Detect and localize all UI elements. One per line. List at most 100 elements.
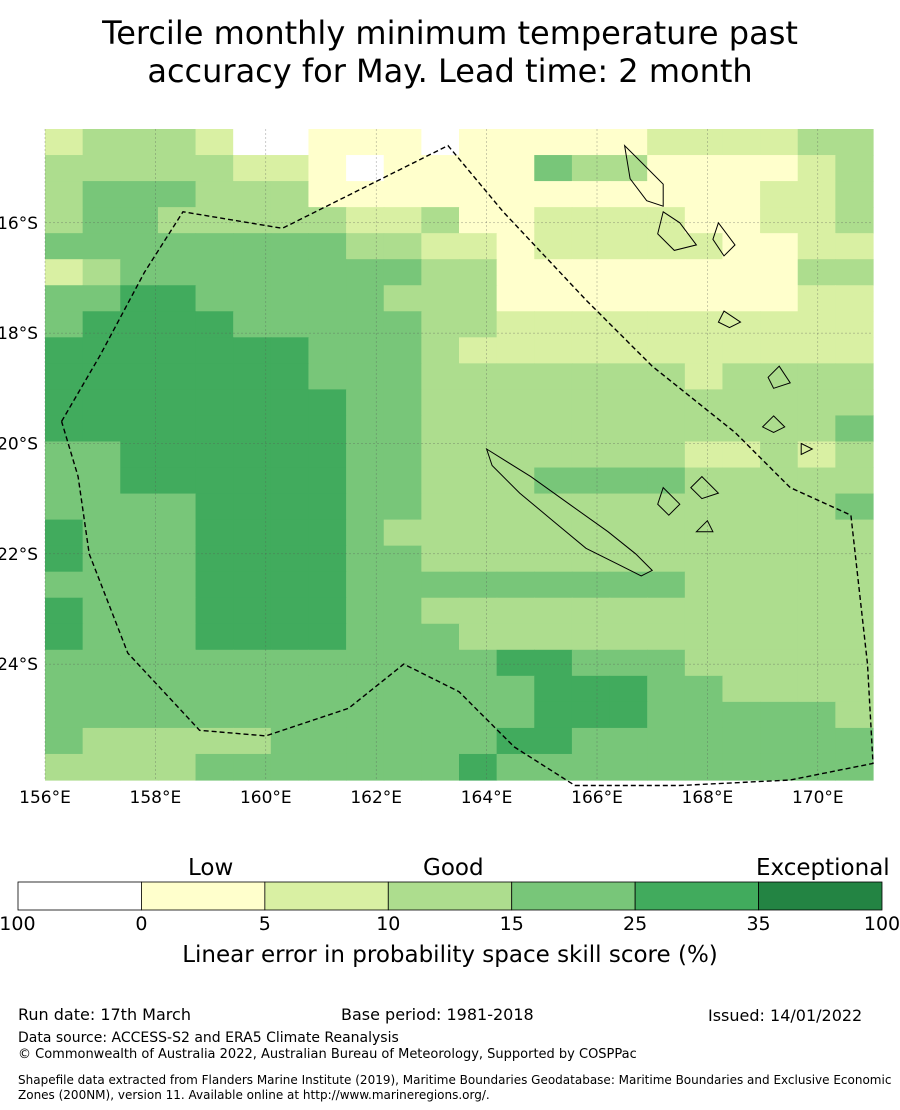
island-coastline (717, 310, 742, 329)
grid-cell (609, 311, 648, 338)
grid-cell (835, 727, 874, 755)
grid-cell (346, 129, 385, 156)
grid-cell (571, 337, 611, 364)
grid-cell (383, 181, 422, 208)
grid-cell (571, 285, 611, 312)
grid-cell (609, 467, 648, 495)
grid-cell (684, 155, 724, 182)
grid-cell (534, 389, 573, 417)
grid-cell (308, 259, 347, 286)
grid-cell (797, 233, 836, 260)
grid-cell (647, 545, 686, 573)
grid-cell (534, 441, 573, 469)
grid-cell (534, 545, 573, 573)
grid-cell (233, 155, 272, 182)
grid-cell (233, 233, 272, 260)
grid-cell (383, 571, 422, 599)
grid-cell (82, 207, 121, 234)
grid-cell (496, 129, 535, 156)
grid-cell (496, 259, 535, 286)
grid-cell (421, 233, 460, 260)
grid-cell (797, 493, 836, 521)
grid-cell (496, 727, 535, 755)
grid-cell (797, 285, 836, 312)
grid-cell (609, 623, 648, 651)
grid-cell (835, 129, 874, 156)
grid-cell (346, 415, 385, 443)
grid-cell (308, 415, 347, 443)
grid-cell (797, 363, 836, 390)
grid-cell (496, 701, 535, 729)
grid-cell (45, 727, 84, 755)
grid-cell (760, 467, 799, 495)
grid-cell (760, 259, 799, 286)
grid-cell (233, 493, 272, 521)
grid-cell (684, 675, 724, 703)
grid-cell (684, 545, 724, 573)
grid-cell (195, 519, 234, 547)
grid-cell (571, 649, 611, 677)
grid-cell (120, 519, 159, 547)
colorbar-bin (387, 881, 513, 911)
grid-cell (82, 701, 121, 729)
grid-cell (233, 623, 272, 651)
grid-cell (270, 233, 310, 260)
grid-cell (233, 129, 272, 156)
grid-cell (459, 311, 498, 338)
grid-cell (308, 233, 347, 260)
grid-cell (45, 597, 84, 625)
grid-cell (421, 467, 460, 495)
grid-cell (270, 519, 310, 547)
grid-cell (571, 493, 611, 521)
skill-map: 156°E 158°E 160°E 162°E 164°E 166°E 168°E 170°E… (0, 129, 874, 808)
grid-cell (760, 519, 799, 547)
grid-cell (308, 441, 347, 469)
grid-cell (571, 363, 611, 390)
grid-cell (120, 675, 159, 703)
grid-cell (157, 571, 197, 599)
grid-cell (459, 415, 498, 443)
grid-cell (120, 649, 159, 677)
grid-cell (120, 545, 159, 573)
grid-cell (797, 545, 836, 573)
grid-cell (45, 233, 84, 260)
grid-cell (383, 727, 422, 755)
island-coastline (657, 486, 681, 516)
grid-cell (195, 207, 234, 234)
grid-cell (609, 727, 648, 755)
grid-cell (233, 545, 272, 573)
grid-cell (421, 155, 460, 182)
grid-cell (233, 311, 272, 338)
grid-cell (195, 727, 234, 755)
grid-cell (571, 311, 611, 338)
grid-cell (835, 597, 874, 625)
grid-cell (760, 623, 799, 651)
grid-cell (496, 623, 535, 651)
grid-cell (383, 701, 422, 729)
grid-cell (308, 519, 347, 547)
grid-cell (722, 233, 761, 260)
grid-cell (421, 441, 460, 469)
grid-cell (157, 727, 197, 755)
island-coastline (623, 144, 664, 207)
grid-cell (383, 415, 422, 443)
grid-cell (722, 649, 761, 677)
grid-cell (722, 259, 761, 286)
colorbar-tick-label: 35 (746, 913, 771, 935)
grid-cell (383, 545, 422, 573)
grid-cell (421, 753, 460, 781)
grid-cell (647, 129, 686, 156)
grid-cell (609, 129, 648, 156)
grid-cell (722, 571, 761, 599)
grid-cell (346, 571, 385, 599)
grid-cell (459, 233, 498, 260)
grid-cell (496, 493, 535, 521)
grid-cell (496, 181, 535, 208)
grid-cell (308, 129, 347, 156)
grid-cell (45, 441, 84, 469)
grid-cell (233, 649, 272, 677)
grid-cell (195, 571, 234, 599)
grid-cell (45, 155, 84, 182)
grid-cell (120, 389, 159, 417)
grid-cell (308, 493, 347, 521)
